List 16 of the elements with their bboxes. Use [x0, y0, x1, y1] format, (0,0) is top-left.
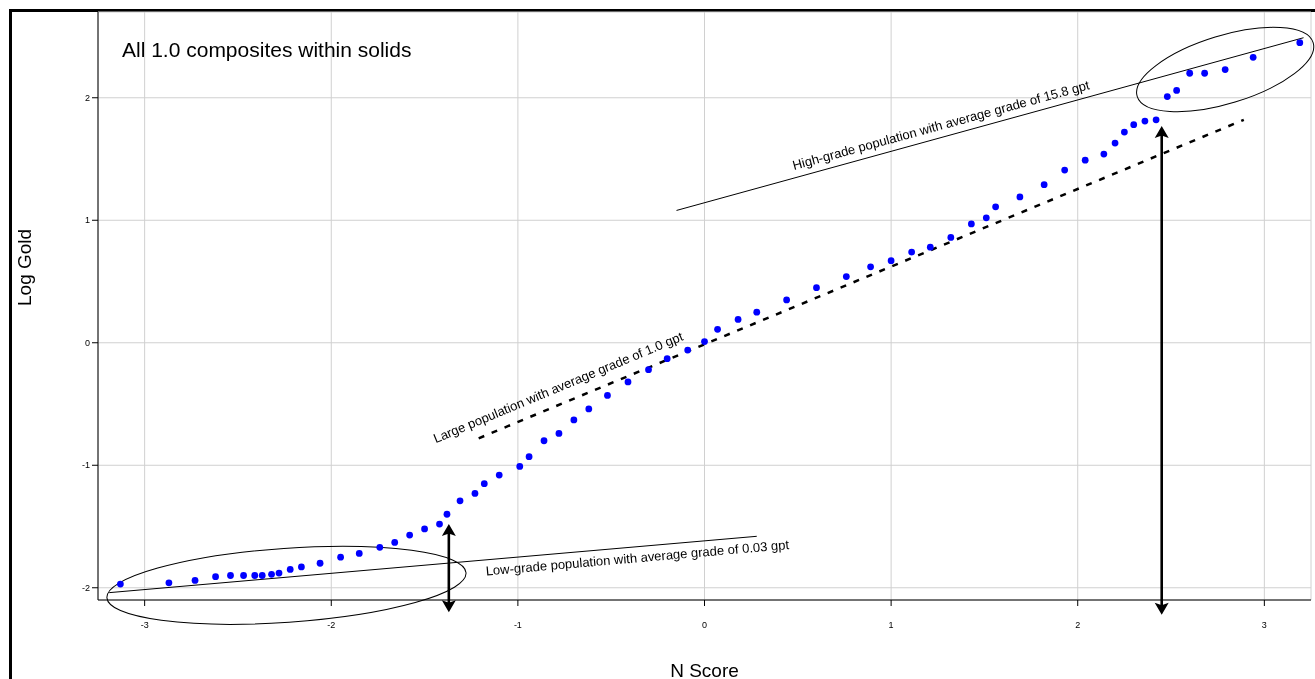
- x-tick-label: 3: [1261, 620, 1267, 631]
- x-axis-title: N Score: [670, 660, 739, 679]
- x-tick-label: 1: [888, 620, 894, 631]
- x-tick-label: 2: [1075, 620, 1081, 631]
- y-tick-label: 0: [84, 337, 90, 348]
- annotation: Low-grade population with average grade of 0.03 gpt: [485, 536, 790, 579]
- y-tick-label: -2: [81, 582, 90, 593]
- y-tick-label: 2: [84, 92, 90, 103]
- text: All 1.0 composites within solids: [122, 38, 412, 61]
- x-tick-label: 0: [701, 620, 708, 631]
- y-tick-label: -1: [81, 460, 90, 471]
- x-tick-label: -1: [513, 620, 522, 631]
- x-tick-label: -2: [327, 620, 336, 631]
- x-tick-label: -3: [140, 620, 149, 631]
- y-axis-title: Log Gold: [13, 228, 35, 306]
- y-tick-label: 1: [84, 215, 90, 226]
